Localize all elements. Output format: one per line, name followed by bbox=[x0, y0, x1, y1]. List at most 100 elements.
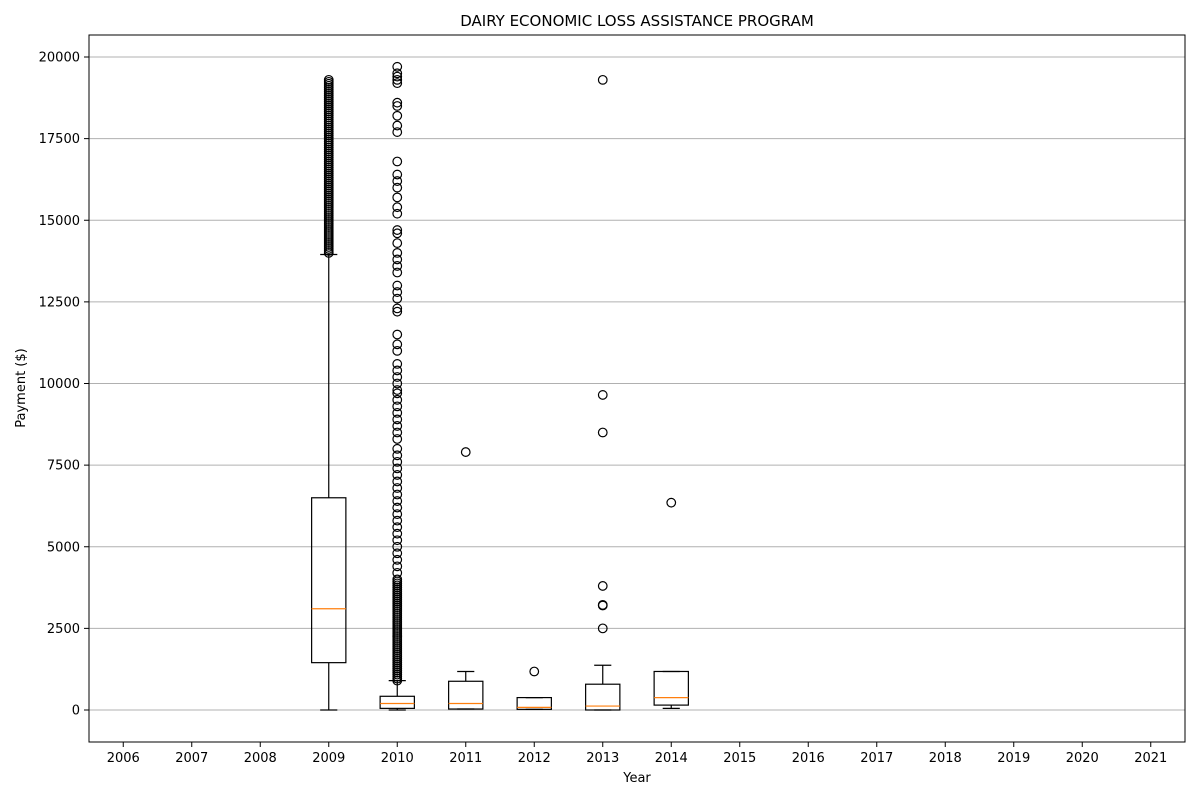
iqr-box bbox=[653, 670, 689, 706]
outlier-point bbox=[392, 421, 403, 431]
iqr-box bbox=[448, 680, 484, 710]
box-2009 bbox=[311, 74, 347, 711]
outlier-point bbox=[392, 509, 403, 519]
grid-layer bbox=[89, 56, 1185, 711]
outlier-point bbox=[597, 623, 608, 634]
outlier-point bbox=[392, 483, 403, 493]
outlier-point bbox=[392, 450, 403, 461]
x-tick-label: 2016 bbox=[792, 751, 825, 766]
outlier-point bbox=[392, 61, 403, 72]
outlier-point bbox=[392, 247, 403, 258]
outlier-point bbox=[392, 97, 403, 108]
outlier-point bbox=[392, 359, 403, 369]
x-tick-label: 2017 bbox=[860, 751, 893, 766]
box-2010 bbox=[379, 61, 415, 711]
outlier-point bbox=[392, 502, 403, 513]
outlier-point bbox=[392, 554, 403, 565]
outlier-point bbox=[597, 427, 608, 438]
outlier-point bbox=[392, 407, 403, 418]
outlier-point bbox=[392, 182, 403, 193]
outlier-point bbox=[392, 528, 403, 539]
outlier-point bbox=[392, 345, 403, 356]
y-tick-label: 20000 bbox=[39, 51, 80, 66]
outlier-point bbox=[392, 365, 403, 376]
outlier-point bbox=[392, 78, 403, 89]
outlier-point bbox=[392, 394, 403, 405]
y-tick-label: 10000 bbox=[39, 377, 80, 392]
iqr-box bbox=[379, 695, 415, 709]
outlier-point bbox=[529, 666, 540, 677]
outlier-point bbox=[392, 254, 403, 265]
outlier-point bbox=[392, 101, 403, 111]
outlier-point bbox=[392, 120, 403, 131]
x-tick-label: 2018 bbox=[929, 751, 962, 766]
y-tick-label: 15000 bbox=[39, 214, 80, 229]
y-tick-label: 12500 bbox=[39, 295, 80, 310]
box-2014 bbox=[653, 497, 689, 709]
outlier-point bbox=[392, 303, 403, 314]
outlier-point bbox=[392, 238, 403, 249]
outlier-point bbox=[392, 329, 403, 340]
x-axis: 2006 2007 2008 2009 2010 2011 2012 2013 2014 2015… bbox=[107, 742, 1167, 766]
outlier-point bbox=[392, 388, 403, 399]
x-tick-label: 2013 bbox=[586, 751, 619, 766]
outlier-point bbox=[597, 74, 608, 85]
outlier-point bbox=[392, 208, 403, 219]
outlier-point bbox=[392, 427, 403, 438]
outlier-point bbox=[392, 267, 403, 278]
iqr-box bbox=[516, 696, 552, 710]
plot-frame bbox=[88, 34, 1186, 743]
y-tick-label: 5000 bbox=[47, 540, 80, 555]
outlier-point bbox=[597, 390, 608, 400]
outlier-point bbox=[392, 228, 403, 239]
y-axis-label: Payment ($) bbox=[14, 348, 29, 427]
x-tick-label: 2007 bbox=[175, 751, 208, 766]
outlier-point bbox=[392, 192, 403, 203]
outlier-point bbox=[392, 496, 403, 506]
x-axis-label: Year bbox=[622, 771, 651, 786]
iqr-box bbox=[585, 683, 621, 711]
outlier-point bbox=[392, 535, 403, 546]
outlier-point bbox=[392, 280, 403, 291]
outlier-point bbox=[666, 497, 677, 508]
outlier-point bbox=[392, 470, 403, 480]
outlier-point bbox=[323, 74, 334, 85]
outlier-point bbox=[392, 287, 403, 297]
outlier-point bbox=[392, 372, 403, 382]
y-tick-label: 0 bbox=[72, 704, 80, 719]
box-layer bbox=[311, 61, 689, 711]
outlier-point bbox=[392, 401, 403, 412]
outlier-point bbox=[392, 561, 403, 572]
outlier-point bbox=[597, 581, 608, 591]
outlier-point bbox=[392, 225, 403, 235]
outlier-point bbox=[392, 293, 403, 304]
outlier-point bbox=[392, 169, 403, 180]
outlier-point bbox=[392, 127, 403, 137]
outlier-point bbox=[392, 489, 403, 500]
outlier-point bbox=[392, 574, 403, 585]
outlier-point bbox=[392, 156, 403, 167]
x-tick-label: 2011 bbox=[449, 751, 482, 766]
outlier-point bbox=[597, 599, 608, 610]
x-tick-label: 2006 bbox=[107, 751, 140, 766]
x-tick-label: 2020 bbox=[1066, 751, 1099, 766]
outlier-point bbox=[392, 522, 403, 533]
y-axis: 0 2500 5000 7500 10000 12500 15000 17500 20000 bbox=[39, 51, 89, 719]
x-tick-label: 2019 bbox=[997, 751, 1030, 766]
outlier-point bbox=[392, 110, 403, 121]
x-tick-label: 2008 bbox=[244, 751, 277, 766]
outlier-point bbox=[392, 548, 403, 559]
outlier-point bbox=[392, 456, 403, 467]
box-2011 bbox=[448, 447, 484, 710]
x-tick-label: 2012 bbox=[518, 751, 551, 766]
x-tick-label: 2015 bbox=[723, 751, 756, 766]
outlier-point bbox=[392, 541, 403, 552]
outlier-point bbox=[392, 443, 403, 454]
outlier-point bbox=[392, 202, 403, 213]
x-tick-label: 2010 bbox=[381, 751, 414, 766]
outlier-point bbox=[392, 567, 403, 578]
outlier-point bbox=[392, 71, 403, 82]
x-tick-label: 2014 bbox=[655, 751, 688, 766]
